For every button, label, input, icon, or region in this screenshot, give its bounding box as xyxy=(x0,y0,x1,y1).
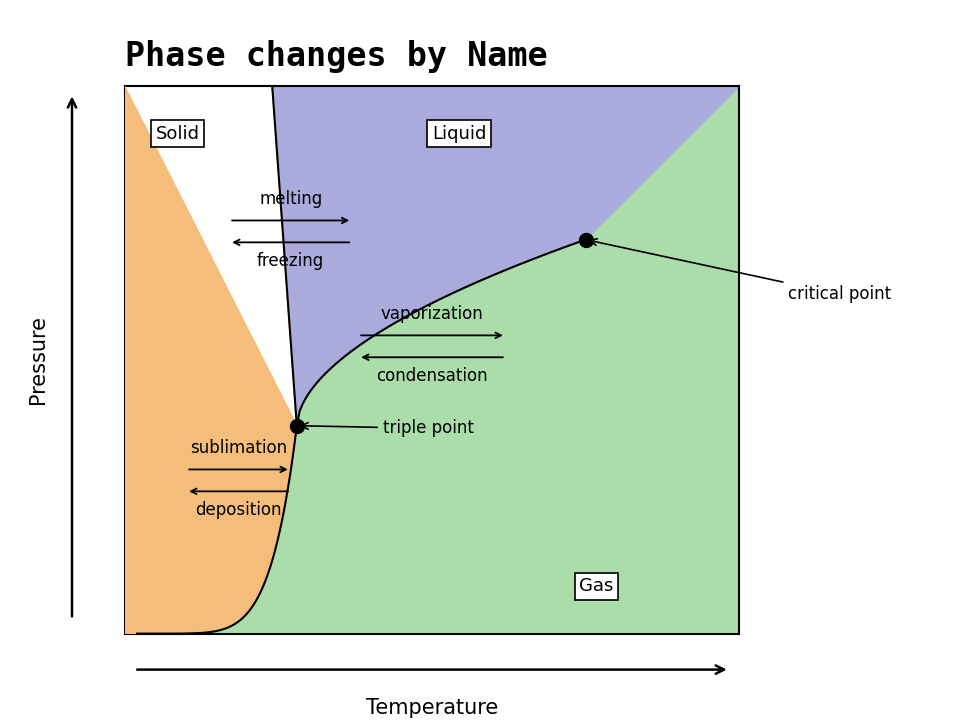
Text: vaporization: vaporization xyxy=(380,305,484,323)
Text: Pressure: Pressure xyxy=(29,315,48,405)
Text: melting: melting xyxy=(259,190,323,208)
Text: sublimation: sublimation xyxy=(190,439,287,457)
Text: deposition: deposition xyxy=(195,501,281,519)
Polygon shape xyxy=(125,86,297,634)
Text: critical point: critical point xyxy=(590,239,892,303)
Text: triple point: triple point xyxy=(301,419,473,437)
Text: Temperature: Temperature xyxy=(366,698,498,719)
Text: condensation: condensation xyxy=(376,367,488,385)
Text: Gas: Gas xyxy=(580,577,613,595)
Polygon shape xyxy=(125,86,739,634)
Text: freezing: freezing xyxy=(257,252,324,270)
Text: Solid: Solid xyxy=(156,125,200,143)
Text: Phase changes by Name: Phase changes by Name xyxy=(125,40,547,73)
Text: Liquid: Liquid xyxy=(432,125,487,143)
Polygon shape xyxy=(273,86,739,426)
